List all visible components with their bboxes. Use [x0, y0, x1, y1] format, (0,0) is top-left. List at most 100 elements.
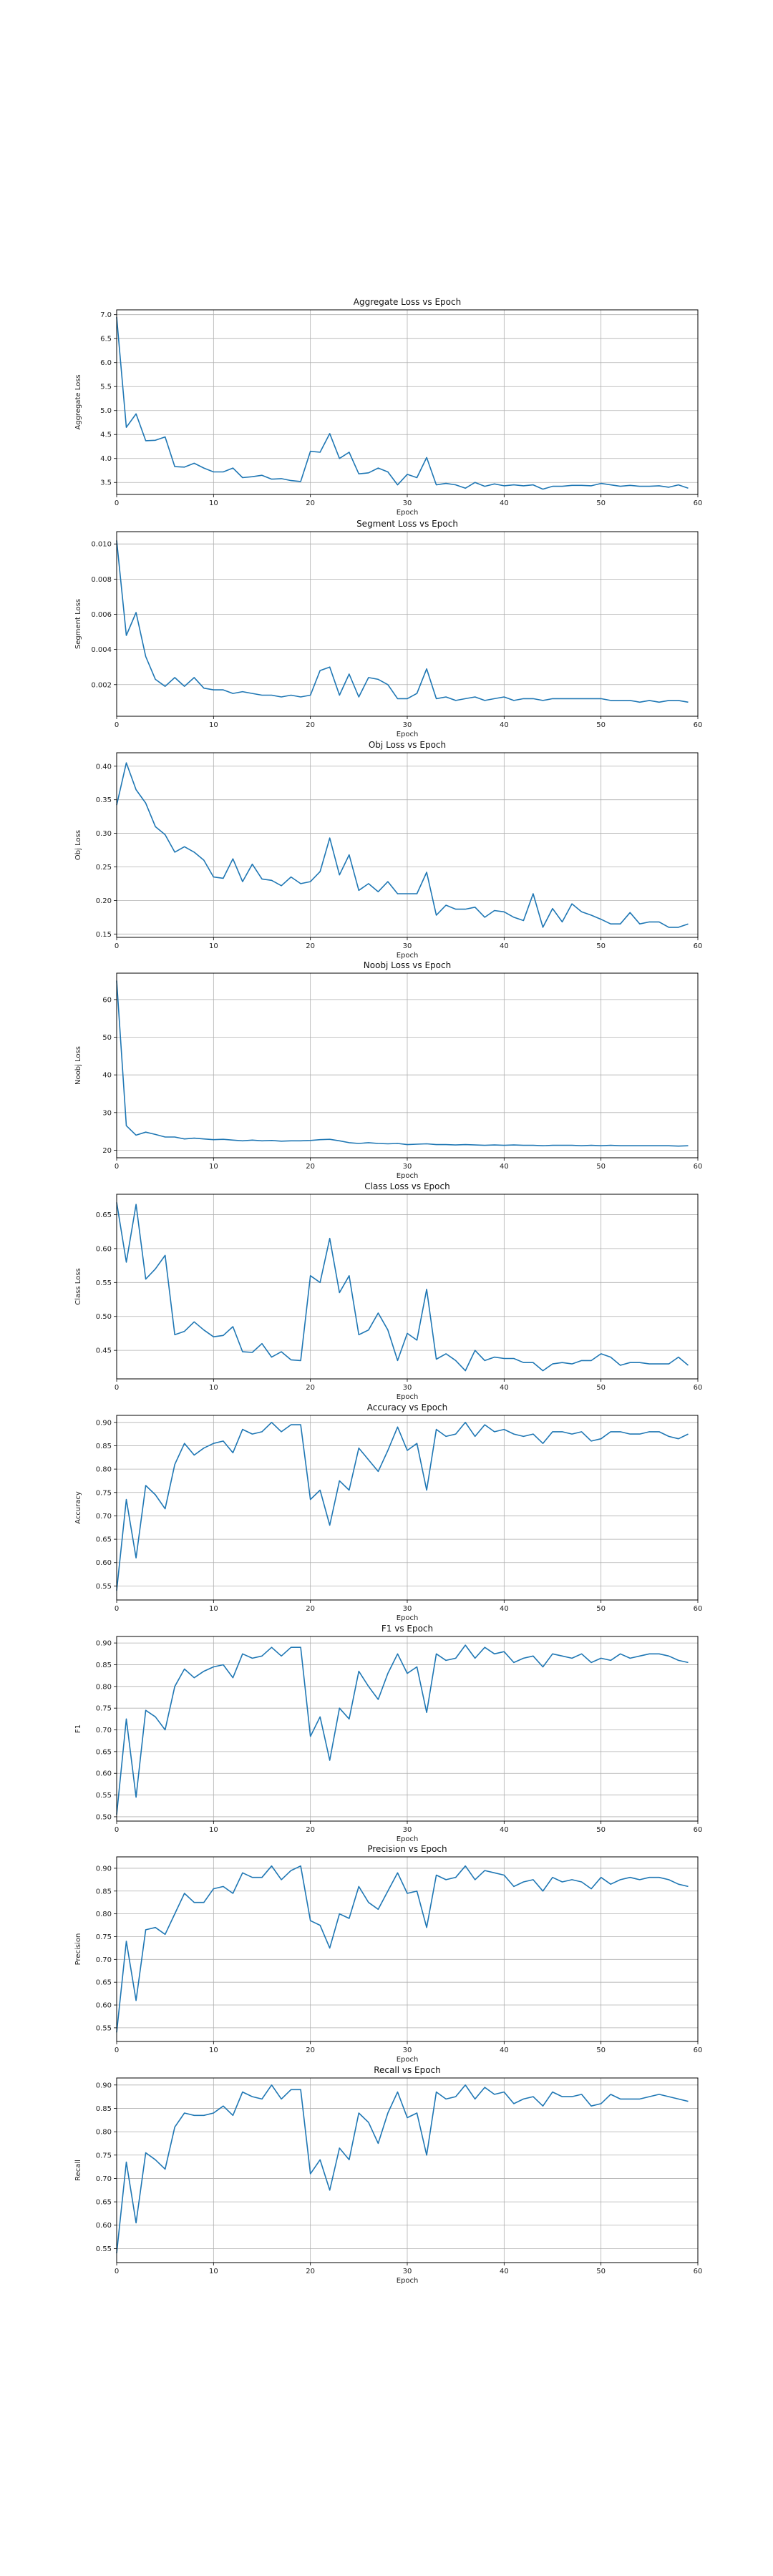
series-line — [116, 317, 689, 490]
x-tick-label: 60 — [694, 1163, 703, 1171]
x-tick-label: 50 — [596, 2268, 606, 2275]
y-tick-label: 0.65 — [96, 2199, 112, 2207]
y-axis-label: F1 — [74, 1724, 82, 1733]
x-tick-label: 30 — [403, 721, 412, 729]
series-line — [116, 1202, 689, 1372]
x-tick-label: 60 — [694, 942, 703, 950]
y-tick-label: 30 — [102, 1109, 112, 1117]
x-axis-label: Epoch — [397, 731, 419, 738]
y-tick-label: 0.55 — [96, 1583, 112, 1591]
x-tick-label: 30 — [403, 2046, 412, 2054]
y-tick-label: 0.60 — [96, 2002, 112, 2010]
plot-frame — [116, 752, 699, 938]
chart-panel-9: Recall vs Epoch 0 10 20 30 40 50 60 0.55 0.60 0.65… — [74, 2065, 702, 2285]
x-axis-label: Epoch — [397, 952, 419, 960]
x-tick-label: 10 — [209, 942, 218, 950]
y-tick-label: 50 — [102, 1034, 112, 1042]
y-tick-label: 0.008 — [91, 576, 112, 584]
x-tick-label: 20 — [306, 1384, 315, 1392]
plot-frame — [116, 1415, 699, 1601]
y-axis-label: Class Loss — [74, 1268, 82, 1304]
plot-frame — [116, 309, 699, 495]
y-tick-label: 0.75 — [96, 1489, 112, 1497]
x-axis-label: Epoch — [397, 1614, 419, 1622]
y-tick-label: 0.90 — [96, 1419, 112, 1427]
x-tick-label: 0 — [115, 942, 119, 950]
x-tick-label: 20 — [306, 1163, 315, 1171]
x-axis-label: Epoch — [397, 509, 419, 517]
plot-frame — [116, 1636, 699, 1822]
y-tick-label: 0.50 — [96, 1813, 112, 1821]
plot-frame — [116, 1856, 699, 2042]
y-tick-label: 0.55 — [96, 1792, 112, 1800]
y-tick-label: 0.70 — [96, 2175, 112, 2183]
x-tick-label: 10 — [209, 1605, 218, 1613]
y-tick-label: 0.60 — [96, 1245, 112, 1253]
y-axis-label: Precision — [74, 1933, 82, 1966]
x-tick-label: 50 — [596, 721, 606, 729]
y-tick-label: 0.90 — [96, 1865, 112, 1873]
chart-panel-2: Segment Loss vs Epoch 0 10 20 30 40 50 60 0.002 0… — [74, 519, 702, 738]
y-tick-label: 60 — [102, 996, 112, 1004]
y-tick-label: 0.70 — [96, 1513, 112, 1521]
series-line — [116, 980, 689, 1147]
x-tick-label: 60 — [694, 2268, 703, 2275]
x-tick-label: 60 — [694, 1826, 703, 1834]
y-tick-label: 6.5 — [100, 336, 112, 343]
y-tick-label: 0.55 — [96, 2024, 112, 2032]
x-tick-label: 50 — [596, 942, 606, 950]
x-tick-label: 10 — [209, 1163, 218, 1171]
x-tick-label: 0 — [115, 2268, 119, 2275]
y-tick-label: 0.85 — [96, 1662, 112, 1669]
x-tick-label: 0 — [115, 2046, 119, 2054]
x-tick-label: 30 — [403, 1384, 412, 1392]
chart-panel-6: Accuracy vs Epoch 0 10 20 30 40 50 60 0.55 0.60 0.… — [74, 1402, 702, 1622]
x-tick-label: 50 — [596, 1826, 606, 1834]
y-tick-label: 0.70 — [96, 1727, 112, 1735]
x-axis-label: Epoch — [397, 1172, 419, 1180]
y-tick-label: 0.35 — [96, 796, 112, 804]
y-tick-label: 5.0 — [100, 407, 112, 415]
y-tick-label: 4.5 — [100, 431, 112, 439]
x-tick-label: 10 — [209, 499, 218, 507]
series-line — [116, 762, 689, 928]
y-tick-label: 0.75 — [96, 1705, 112, 1713]
x-tick-label: 60 — [694, 1384, 703, 1392]
chart-title: Class Loss vs Epoch — [364, 1181, 449, 1191]
y-tick-label: 0.010 — [91, 541, 112, 549]
x-tick-label: 10 — [209, 1384, 218, 1392]
y-tick-label: 0.60 — [96, 1559, 112, 1567]
y-axis-label: Aggregate Loss — [74, 374, 82, 429]
chart-title: Obj Loss vs Epoch — [369, 740, 446, 750]
x-axis-label: Epoch — [397, 1835, 419, 1843]
x-tick-label: 30 — [403, 1826, 412, 1834]
y-tick-label: 0.65 — [96, 1748, 112, 1756]
y-tick-label: 4.0 — [100, 455, 112, 463]
series-line — [116, 1422, 689, 1591]
chart-title: Noobj Loss vs Epoch — [364, 960, 451, 970]
y-tick-label: 6.0 — [100, 359, 112, 367]
chart-panel-1: Aggregate Loss vs Epoch 0 10 20 30 40 50 60 3.5 4… — [74, 297, 702, 517]
y-tick-label: 0.80 — [96, 1683, 112, 1691]
x-tick-label: 10 — [209, 721, 218, 729]
x-tick-label: 40 — [500, 2268, 509, 2275]
chart-title: Accuracy vs Epoch — [367, 1402, 448, 1413]
y-tick-label: 0.002 — [91, 681, 112, 689]
x-tick-label: 30 — [403, 942, 412, 950]
plot-frame — [116, 972, 699, 1158]
y-tick-label: 0.65 — [96, 1211, 112, 1219]
x-tick-label: 60 — [694, 499, 703, 507]
y-axis-label: Noobj Loss — [74, 1046, 82, 1085]
series-line — [116, 1644, 689, 1815]
x-tick-label: 40 — [500, 1826, 509, 1834]
x-axis-label: Epoch — [397, 1393, 419, 1401]
chart-panel-8: Precision vs Epoch 0 10 20 30 40 50 60 0.55 0.60 0… — [74, 1844, 702, 2064]
x-tick-label: 50 — [596, 1605, 606, 1613]
x-tick-label: 40 — [500, 721, 509, 729]
y-tick-label: 0.90 — [96, 1640, 112, 1648]
x-tick-label: 50 — [596, 1384, 606, 1392]
y-tick-label: 0.55 — [96, 2245, 112, 2253]
x-tick-label: 0 — [115, 499, 119, 507]
y-tick-label: 0.65 — [96, 1536, 112, 1544]
